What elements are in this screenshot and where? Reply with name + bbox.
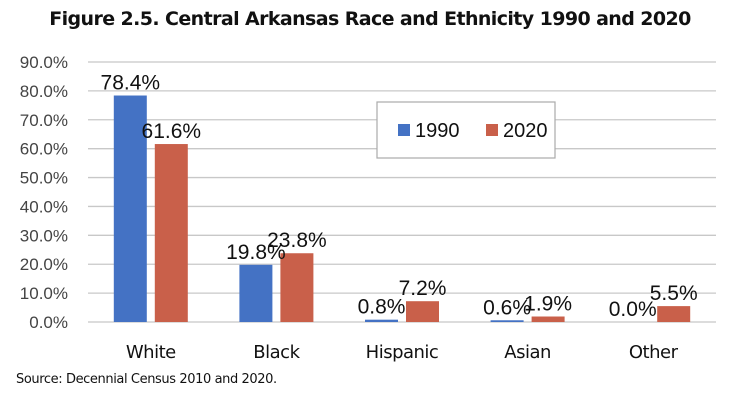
y-tick-label: 40.0%: [20, 197, 68, 216]
bar-1990-white: [113, 95, 147, 322]
data-label: 19.8%: [226, 241, 286, 264]
chart-title: Figure 2.5. Central Arkansas Race and Et…: [49, 8, 691, 30]
y-axis-ticks: 0.0% 10.0% 20.0% 30.0% 40.0% 50.0% 60.0% 70.0% 8…: [20, 53, 68, 332]
y-tick-label: 80.0%: [20, 82, 68, 101]
legend-label-2020: 2020: [503, 120, 548, 142]
data-label: 61.6%: [142, 120, 202, 143]
y-tick-label: 20.0%: [20, 255, 68, 274]
data-label: 78.4%: [101, 72, 161, 95]
data-label: 23.8%: [267, 229, 327, 252]
x-tick-label: Black: [253, 342, 300, 363]
x-axis-ticks: White Black Hispanic Asian Other: [126, 342, 679, 363]
source-note: Source: Decennial Census 2010 and 2020.: [16, 372, 277, 387]
data-labels: 78.4% 61.6% 19.8%23.8% 0.8%7.2% 0.6%1.9% 0.0%…: [101, 72, 698, 321]
x-tick-label: Hispanic: [366, 342, 439, 363]
bar-2020-black: [280, 253, 314, 322]
data-label: 0.0%: [609, 298, 657, 321]
y-tick-label: 60.0%: [20, 140, 68, 159]
legend: 1990 2020: [376, 101, 556, 159]
gridlines: [88, 61, 716, 323]
data-label: 7.2%: [399, 277, 447, 300]
y-tick-label: 10.0%: [20, 284, 68, 303]
legend-swatch-2020: [486, 124, 498, 136]
bar-2020-white: [154, 144, 188, 322]
y-tick-label: 90.0%: [20, 53, 68, 72]
data-label: 1.9%: [524, 293, 572, 316]
data-label: 0.6%: [483, 296, 531, 319]
y-tick-label: 0.0%: [29, 313, 68, 332]
legend-swatch-1990: [398, 124, 410, 136]
data-label: 0.8%: [358, 296, 406, 319]
x-tick-label: Other: [629, 342, 679, 363]
bar-1990-hispanic: [365, 319, 398, 322]
y-tick-label: 70.0%: [20, 111, 68, 130]
legend-label-1990: 1990: [415, 120, 460, 142]
bar-1990-black: [239, 264, 273, 322]
bars: [113, 95, 691, 322]
y-tick-label: 50.0%: [20, 169, 68, 188]
bar-2020-hispanic: [406, 301, 439, 322]
x-tick-label: White: [126, 342, 176, 363]
data-label: 5.5%: [650, 282, 698, 305]
bar-2020-other: [657, 306, 691, 322]
bar-1990-asian: [490, 320, 524, 322]
y-tick-label: 30.0%: [20, 226, 68, 245]
bar-2020-asian: [531, 316, 565, 322]
x-tick-label: Asian: [504, 342, 551, 363]
